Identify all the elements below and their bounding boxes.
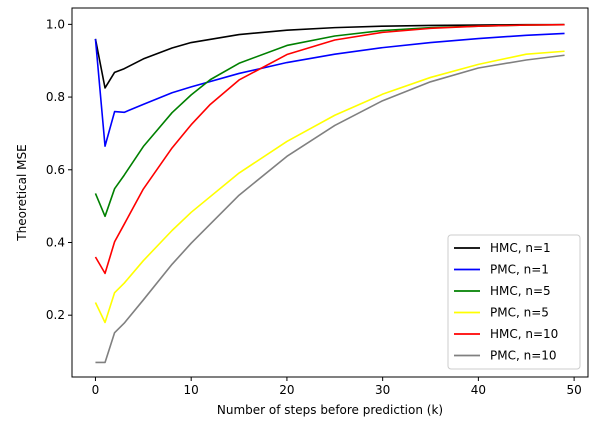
series-line-4	[94, 50, 565, 324]
x-axis-ticks: 0 10 20 30 40 50	[92, 377, 582, 397]
x-tick-label: 30	[375, 383, 390, 397]
series-line-1	[94, 23, 565, 89]
y-axis-label: Theoretical MSE	[15, 144, 29, 241]
y-tick-label: 1.0	[46, 17, 65, 31]
y-axis-ticks: 0.2 0.4 0.6 0.8 1.0	[46, 17, 72, 322]
legend: HMC, n=1 PMC, n=1 HMC, n=5 PMC, n=5 HMC, n=1…	[447, 234, 581, 370]
y-tick-label: 0.2	[46, 308, 65, 322]
legend-box	[447, 234, 581, 370]
series-line-2	[94, 32, 565, 147]
x-tick-label: 50	[566, 383, 581, 397]
legend-entry-6: PMC, n=10	[490, 349, 557, 363]
x-tick-label: 10	[184, 383, 199, 397]
y-tick-label: 0.8	[46, 90, 65, 104]
plot-frame	[71, 7, 589, 378]
x-tick-label: 40	[471, 383, 486, 397]
legend-entry-2: PMC, n=1	[490, 263, 549, 277]
x-tick-label: 20	[279, 383, 294, 397]
x-tick-label: 0	[92, 383, 100, 397]
series-line-5	[94, 23, 565, 275]
legend-entry-4: PMC, n=5	[490, 306, 549, 320]
y-tick-label: 0.6	[46, 163, 65, 177]
legend-entry-3: HMC, n=5	[490, 284, 551, 298]
y-tick-label: 0.4	[46, 235, 65, 249]
legend-entry-5: HMC, n=10	[490, 327, 558, 341]
series-layer	[94, 23, 565, 364]
x-axis-label: Number of steps before prediction (k)	[217, 403, 443, 417]
series-line-6	[95, 54, 565, 364]
legend-entry-1: HMC, n=1	[490, 241, 551, 255]
